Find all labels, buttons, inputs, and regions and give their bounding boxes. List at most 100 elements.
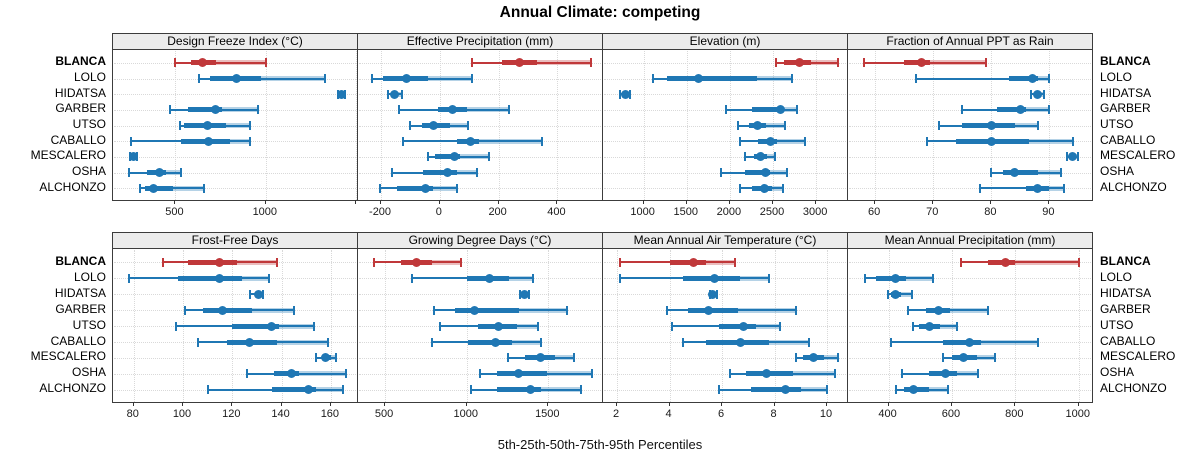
panel-header: Mean Annual Precipitation (mm) [847, 232, 1093, 249]
median-dot [286, 369, 296, 379]
interquartile-band [750, 387, 801, 393]
site-label-left: HIDATSA [54, 85, 106, 100]
panel [847, 248, 1093, 403]
whisker-cap-high [734, 257, 737, 267]
axis-tick [1014, 402, 1016, 406]
whisker-cap-high [327, 337, 330, 347]
whisker-cap-high [536, 321, 539, 331]
median-dot [738, 321, 748, 331]
site-label-left: MESCALERO [30, 349, 106, 364]
whisker-cap-high [1036, 121, 1039, 131]
whisker-cap-low [372, 257, 375, 267]
whisker-cap-high [590, 369, 593, 379]
whisker-cap-low [197, 74, 200, 84]
whisker-cap-high [262, 289, 265, 299]
whisker-cap-high [987, 305, 990, 315]
row-gridline [114, 373, 356, 375]
site-label-left: BLANCA [55, 253, 106, 268]
whisker-cap-low [130, 136, 133, 146]
axis-tick-label: 1000 [1065, 408, 1090, 420]
vertical-gridline [1049, 51, 1051, 200]
vertical-gridline [265, 51, 267, 200]
median-dot [519, 289, 529, 299]
whisker-cap-low [371, 74, 374, 84]
whisker-cap-low [724, 105, 727, 115]
whisker-cap-high [540, 136, 543, 146]
median-dot [693, 74, 703, 84]
whisker-cap-low [387, 89, 390, 99]
site-label-right: BLANCA [1100, 54, 1151, 69]
whisker-cap-low [507, 353, 510, 363]
whisker-cap-low [196, 337, 199, 347]
site-label-right: UTSO [1100, 117, 1134, 132]
axis-tick [280, 402, 282, 406]
vertical-gridline [669, 250, 671, 402]
whisker-cap-low [397, 105, 400, 115]
vertical-gridline [1015, 250, 1017, 402]
axis-tick-label: 2 [613, 408, 620, 420]
median-dot [795, 58, 805, 68]
row-gridline [114, 294, 356, 296]
median-dot [958, 353, 968, 363]
site-label-left: ALCHONZO [39, 381, 106, 396]
whisker-cap-high [292, 305, 295, 315]
axis-tick-label: 100 [172, 408, 192, 420]
axis-tick-label: 0 [435, 206, 442, 218]
panel [357, 248, 603, 403]
vertical-gridline [875, 51, 877, 200]
axis-tick-label: 2500 [759, 206, 785, 218]
axis-tick [826, 402, 827, 406]
whisker-cap-low [744, 152, 747, 162]
median-dot [390, 89, 400, 99]
whisker-cap-low [246, 369, 249, 379]
axis-tick [773, 402, 775, 406]
vertical-gridline [827, 250, 828, 402]
whisker-cap-high [573, 353, 576, 363]
whisker-cap-high [1048, 74, 1051, 84]
whisker-cap-low [926, 136, 929, 146]
row-gridline [359, 357, 601, 359]
axis-tick-label: 1500 [673, 206, 698, 218]
site-label-right: BLANCA [1100, 253, 1151, 268]
axis-tick-label: 120 [222, 408, 241, 420]
whisker-cap-low [737, 121, 740, 131]
median-dot [1015, 105, 1025, 115]
site-label-right: ALCHONZO [1100, 381, 1167, 396]
whisker-cap-high [527, 289, 530, 299]
whisker-cap-low [652, 74, 655, 84]
row-gridline [604, 357, 846, 359]
median-dot [986, 136, 996, 146]
median-dot [986, 121, 996, 131]
whisker-cap-low [862, 58, 865, 68]
axis-tick-label: 4 [665, 408, 672, 420]
axis-tick-label: 500 [374, 408, 394, 420]
median-dot [760, 168, 770, 177]
axis-tick-label: 8 [770, 408, 777, 420]
median-dot [1027, 74, 1037, 84]
row-gridline [114, 156, 356, 158]
interquartile-band [144, 185, 173, 191]
whisker-cap-low [794, 353, 797, 363]
panel-header: Elevation (m) [602, 33, 848, 50]
axis-tick-label: 70 [926, 206, 939, 218]
axis-tick [1048, 200, 1050, 204]
site-label-right: ALCHONZO [1100, 179, 1167, 194]
median-dot [765, 136, 775, 146]
interquartile-band [396, 185, 434, 191]
whisker-cap-high [946, 385, 949, 395]
interquartile-band [232, 323, 280, 329]
row-gridline [849, 94, 1091, 96]
axis-tick [728, 200, 730, 204]
whisker-cap-low [128, 168, 131, 177]
median-dot [704, 305, 714, 315]
axis-tick [771, 200, 773, 204]
median-dot [759, 183, 769, 193]
panel [112, 49, 358, 201]
vertical-gridline [816, 51, 818, 200]
vertical-gridline [175, 51, 177, 200]
median-dot [215, 273, 225, 283]
whisker-cap-high [203, 183, 206, 193]
site-label-right: MESCALERO [1100, 349, 1176, 364]
site-label-right: GARBER [1100, 101, 1151, 116]
whisker-cap-low [469, 385, 472, 395]
